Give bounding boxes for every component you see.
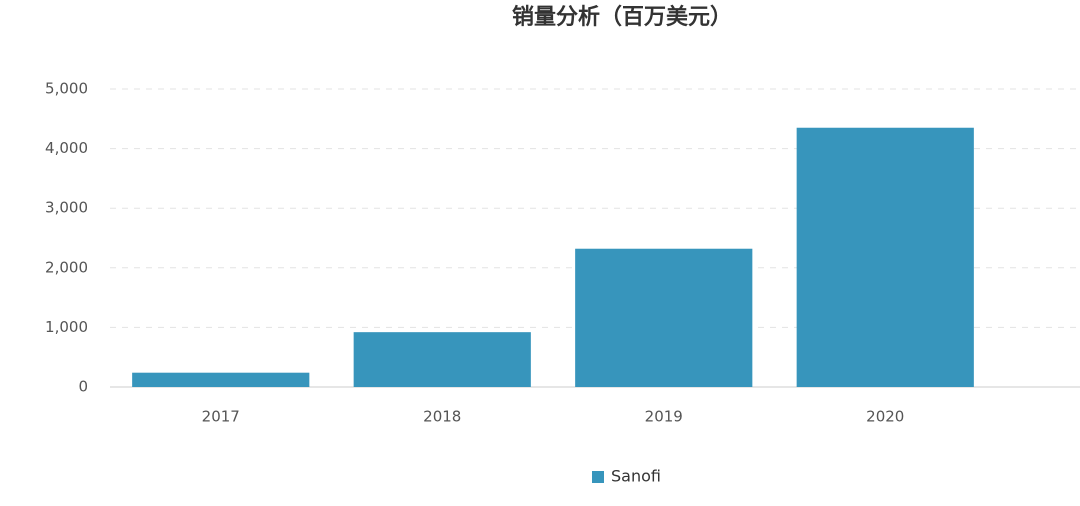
y-tick-label: 0 [78, 378, 88, 396]
y-tick-label: 5,000 [45, 80, 88, 98]
x-tick-label: 2017 [202, 408, 240, 426]
y-tick-label: 1,000 [45, 318, 88, 336]
y-tick-label: 4,000 [45, 139, 88, 157]
chart-title: 销量分析（百万美元） [512, 4, 732, 30]
x-tick-label: 2020 [866, 408, 904, 426]
y-tick-label: 3,000 [45, 199, 88, 217]
x-tick-label: 2019 [645, 408, 683, 426]
bar [353, 332, 531, 387]
bar [796, 127, 974, 388]
bar [132, 372, 310, 387]
x-tick-label: 2018 [423, 408, 461, 426]
legend-label: Sanofi [611, 467, 661, 486]
bar [575, 248, 753, 387]
legend-swatch [592, 471, 604, 483]
y-tick-label: 2,000 [45, 258, 88, 276]
